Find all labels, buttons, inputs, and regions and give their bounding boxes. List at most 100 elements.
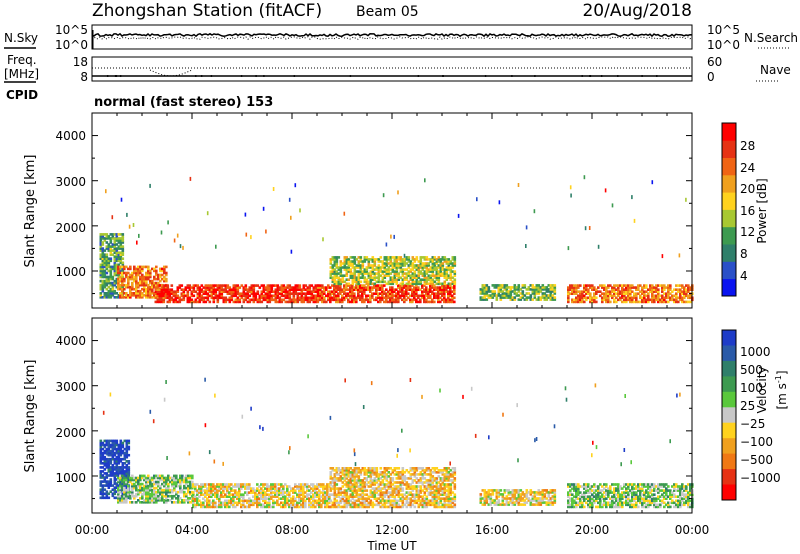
heatmap-cell-4	[419, 282, 423, 286]
freq-marker	[210, 75, 213, 77]
freq-marker	[442, 75, 445, 77]
heatmap-cell-0	[119, 468, 123, 471]
heatmap-cell-0	[103, 281, 107, 285]
heatmap-cell-4	[351, 272, 355, 275]
heatmap-cell-3	[375, 481, 379, 484]
heatmap-cell-0	[113, 490, 117, 493]
heatmap-cell-0	[117, 472, 121, 475]
heatmap-cell-3	[401, 497, 405, 500]
heatmap-cell-6	[685, 294, 688, 298]
heatmap-cell-4	[381, 280, 385, 284]
heatmap-cell-1	[119, 296, 122, 299]
heatmap-cell-2	[166, 296, 170, 300]
heatmap-cell-4	[395, 262, 399, 265]
heatmap-cell-1	[125, 482, 128, 486]
heatmap-cell-3	[385, 477, 389, 480]
heatmap-cell-6	[687, 288, 690, 291]
heatmap-cell-0	[121, 269, 125, 273]
heatmap-cell-1	[157, 499, 160, 502]
heatmap-cell-1	[179, 488, 182, 492]
heatmap-cell-2	[264, 499, 267, 503]
heatmap-cell-3	[403, 479, 407, 482]
heatmap-cell-3	[433, 286, 436, 289]
heatmap-cell-3	[405, 483, 409, 486]
heatmap-cell-3	[429, 300, 432, 304]
heatmap-cell-3	[401, 493, 405, 496]
heatmap-cell-6	[567, 290, 570, 293]
heatmap-cell-2	[272, 499, 275, 503]
heatmap-cell-4	[389, 262, 393, 265]
heatmap-cell-6	[653, 300, 656, 304]
heatmap-cell-6	[613, 286, 616, 289]
heatmap-cell-2	[260, 294, 264, 298]
heatmap-cell-3	[339, 469, 343, 472]
heatmap-cell-2	[280, 485, 283, 488]
heatmap-cell-1	[135, 277, 138, 281]
heatmap-cell-2	[242, 499, 245, 503]
heatmap-cell-5	[533, 296, 537, 299]
heatmap-cell-0	[103, 275, 107, 279]
heatmap-cell-3	[347, 298, 350, 302]
heatmap-cell-3	[415, 473, 419, 476]
heatmap-cell-3	[361, 292, 364, 295]
heatmap-cell-2	[208, 485, 211, 488]
heatmap-cell-3	[389, 473, 393, 476]
heatmap-cell-1	[125, 292, 128, 295]
heatmap-cell-3	[447, 292, 450, 295]
heatmap-cell-2	[266, 286, 270, 289]
heatmap-cell-6	[607, 294, 610, 298]
heatmap-cell-4	[345, 274, 349, 277]
heatmap-cell-4	[451, 256, 455, 259]
heatmap-cell-0	[115, 249, 119, 252]
heatmap-cell-0	[111, 449, 115, 453]
heatmap-cell-2	[300, 298, 304, 302]
heatmap-cell-2	[318, 505, 321, 509]
heatmap-cell-2	[196, 294, 200, 298]
heatmap-cell-1	[159, 275, 162, 279]
heatmap-cell-3	[355, 495, 359, 498]
heatmap-cell-3	[445, 290, 448, 293]
heatmap-cell-2	[238, 491, 241, 494]
heatmap-cell-3	[345, 296, 348, 300]
heatmap-cell-1	[161, 499, 164, 502]
heatmap-cell-2	[256, 292, 260, 295]
heatmap-cell-2	[326, 499, 329, 503]
heatmap-cell-3	[387, 290, 390, 293]
heatmap-cell-1	[153, 494, 156, 498]
heatmap-cell-2	[326, 505, 329, 509]
heatmap-cell-3	[381, 294, 384, 298]
heatmap-cell-2	[232, 501, 235, 505]
heatmap-cell-2	[322, 489, 325, 492]
heatmap-cell-3	[419, 499, 423, 503]
heatmap-cell-1	[121, 488, 124, 492]
heatmap-cell-4	[419, 270, 423, 273]
heatmap-cell-0	[99, 441, 103, 445]
heatmap-cell-4	[425, 276, 429, 279]
heatmap-cell-3	[371, 479, 375, 482]
heatmap-cell-2	[246, 290, 250, 293]
heatmap-cell-2	[314, 284, 318, 287]
heatmap-cell-0	[109, 245, 113, 248]
heatmap-cell-4	[451, 276, 455, 279]
heatmap-cell-2	[312, 495, 315, 498]
heatmap-cell-5	[531, 298, 535, 301]
heatmap-cell-4	[363, 272, 367, 275]
heatmap-cell-1	[123, 499, 126, 502]
heatmap-cell-6	[663, 300, 666, 304]
heatmap-cell-1	[121, 499, 124, 502]
heatmap-cell-2	[204, 300, 208, 304]
heatmap-cell-0	[103, 237, 107, 240]
heatmap-cell-5	[523, 284, 527, 287]
heatmap-cell-2	[302, 300, 306, 304]
heatmap-cell-4	[337, 280, 341, 284]
heatmap-cell-6	[581, 294, 584, 298]
heatmap-cell-3	[443, 290, 446, 293]
heatmap-cell-6	[659, 298, 662, 302]
heatmap-cell-0	[107, 466, 111, 469]
heatmap-cell-1	[157, 277, 160, 281]
heatmap-cell-0	[113, 241, 117, 244]
heatmap-cell-6	[623, 298, 626, 302]
heatmap-cell-2	[254, 296, 258, 300]
heatmap-cell-1	[155, 277, 158, 281]
heatmap-cell-4	[443, 272, 447, 275]
